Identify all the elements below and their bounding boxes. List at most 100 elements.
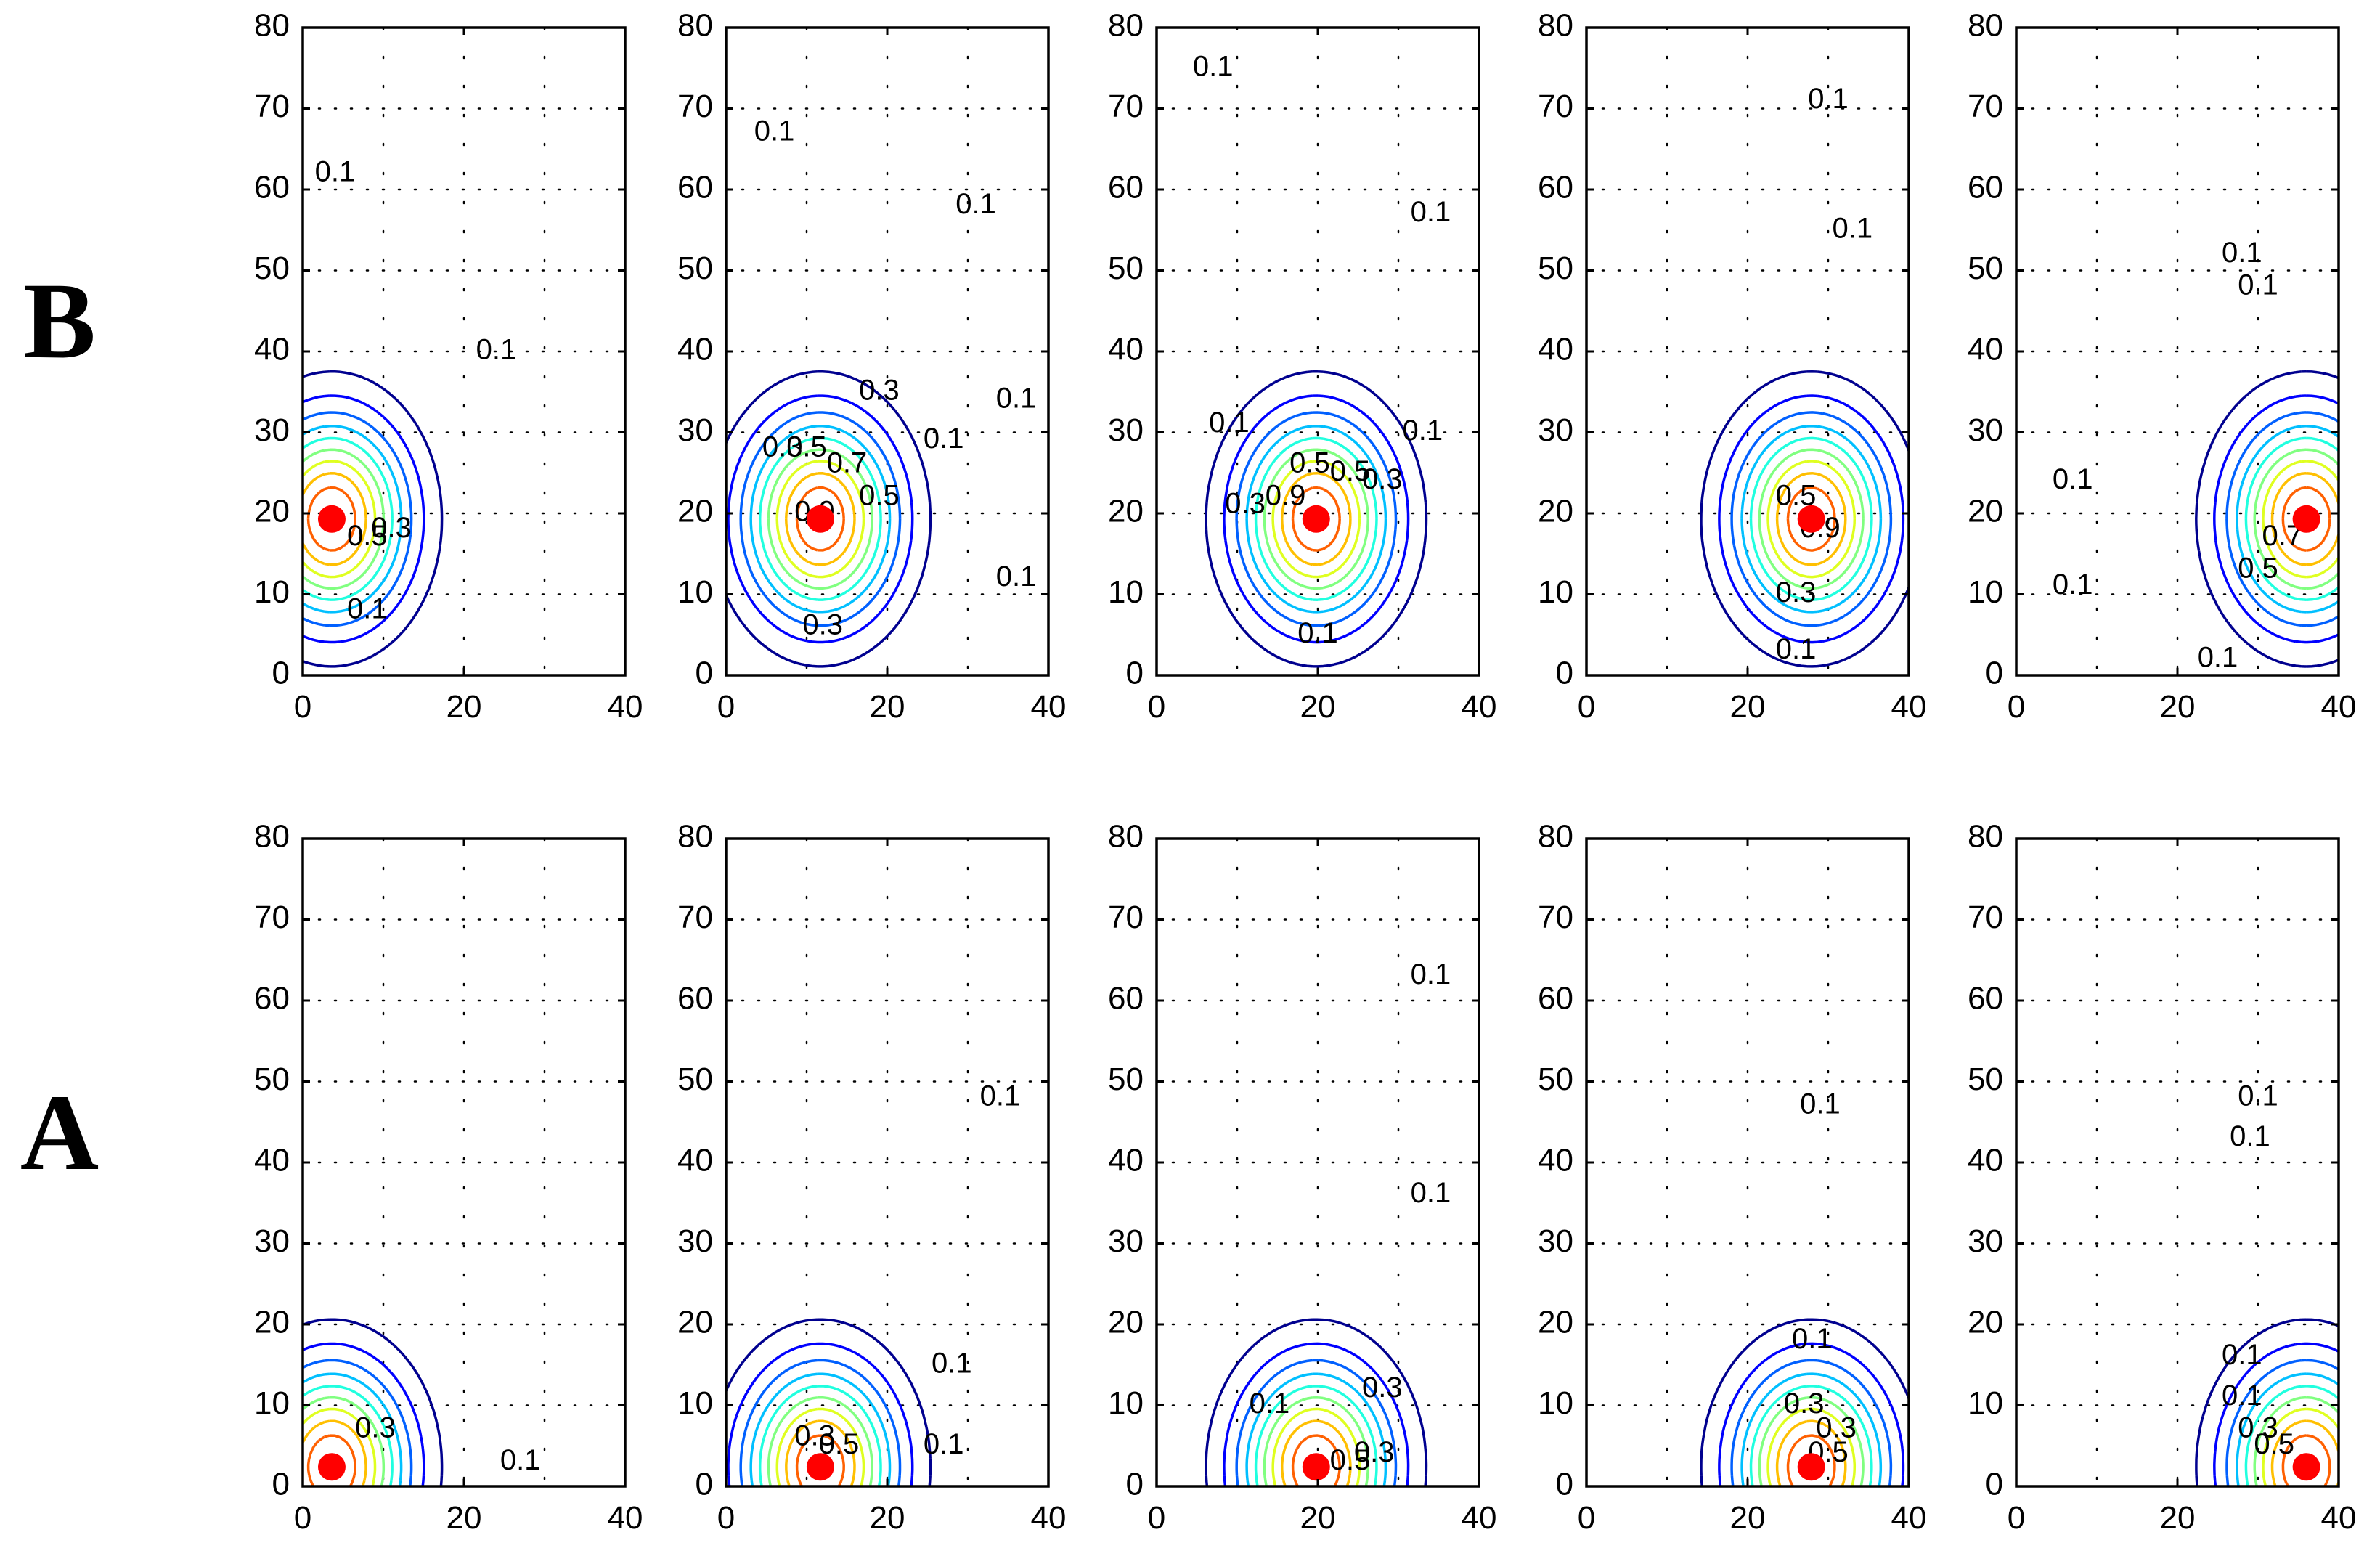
contour-label: 0.3: [2238, 1412, 2278, 1444]
x-tick-label: 40: [1891, 689, 1927, 725]
y-tick-label: 30: [1968, 1223, 2003, 1259]
contour-label: 0.3: [859, 374, 900, 406]
contour-line-0.5: [1254, 436, 1378, 601]
panel-grid: 0.1 0.1 0.5 0.3 0.1 0 10 20 30 40 50 60 70 80 0 20 40 0.1…: [254, 8, 2356, 1536]
contour-line-0.3: [1730, 411, 1893, 627]
y-tick-label: 60: [254, 170, 290, 205]
contour-line-0.5: [1254, 1385, 1378, 1487]
y-tick-label: 30: [677, 1223, 713, 1259]
contour-line-0.5: [302, 436, 394, 601]
contour-label: 0.1: [754, 115, 795, 147]
contour-line-0.5: [1749, 1385, 1873, 1487]
contour-label: 0.1: [1411, 958, 1451, 990]
x-tick-label: 20: [2160, 689, 2196, 725]
contour-label: 0.1: [2053, 463, 2093, 495]
y-tick-label: 20: [677, 1305, 713, 1340]
contour-label: 0.5: [2238, 553, 2278, 584]
panel-b-3: 0.10.10.1 0.10.30.3 0.90.5 0.50.10102030405…: [1108, 8, 1496, 725]
contour-label: 0.1: [476, 334, 517, 366]
y-tick-label: 70: [1538, 89, 1573, 124]
contour-line-0.7: [1766, 1407, 1857, 1487]
y-tick-label: 60: [1538, 981, 1573, 1017]
contour-line-0.6: [1758, 448, 1865, 590]
x-tick-label: 0: [294, 1500, 311, 1536]
contour-label: 0.1: [955, 188, 996, 220]
y-tick-label: 40: [1538, 332, 1573, 367]
y-tick-label: 30: [677, 412, 713, 448]
contour-label: 0.1: [1411, 1177, 1451, 1209]
contour-label: 0.3: [1776, 577, 1817, 608]
row-label-b: B: [23, 261, 96, 381]
contour-label: 0.1: [2198, 641, 2238, 673]
x-tick-label: 0: [1148, 689, 1165, 725]
y-tick-label: 70: [1108, 900, 1144, 935]
y-tick-label: 80: [254, 819, 290, 855]
source-marker: [2292, 505, 2320, 533]
contour-line-0.1: [1205, 370, 1428, 668]
contour-line-0.8: [1775, 471, 1847, 566]
x-tick-label: 0: [1578, 689, 1595, 725]
y-tick-label: 10: [254, 574, 290, 610]
x-tick-label: 20: [870, 689, 905, 725]
y-tick-label: 40: [677, 332, 713, 367]
y-tick-label: 30: [1968, 412, 2003, 448]
contour-line-0.2: [2213, 394, 2339, 644]
contour-line-0.3: [1235, 1359, 1398, 1487]
source-marker: [1797, 1453, 1825, 1481]
contour-label: 0.5: [859, 479, 900, 511]
contour-label: 0.1: [500, 1444, 541, 1476]
y-tick-label: 10: [677, 574, 713, 610]
contour-label: 0.3: [1784, 1388, 1825, 1419]
y-tick-label: 10: [1538, 574, 1573, 610]
y-tick-label: 80: [1538, 8, 1573, 44]
y-tick-label: 50: [677, 250, 713, 286]
y-tick-label: 60: [1968, 981, 2003, 1017]
contour-label: 0.5: [786, 431, 827, 463]
y-tick-label: 0: [696, 656, 713, 691]
y-tick-label: 80: [677, 819, 713, 855]
contour-label: 0.5: [1289, 447, 1330, 479]
contour-line-0.4: [1740, 1372, 1883, 1487]
y-tick-label: 70: [1968, 89, 2003, 124]
x-tick-label: 40: [608, 1500, 643, 1536]
contour-line-0.1: [725, 370, 932, 668]
contour-line-0.1: [725, 1318, 932, 1487]
y-tick-label: 30: [254, 1223, 290, 1259]
y-tick-label: 0: [1986, 1467, 2003, 1502]
contour-label: 0.3: [1354, 1436, 1395, 1468]
y-tick-label: 10: [1108, 1385, 1144, 1421]
y-tick-label: 10: [1108, 574, 1144, 610]
y-tick-label: 30: [1538, 412, 1573, 448]
contour-line-0.3: [1730, 1359, 1893, 1487]
x-tick-label: 0: [294, 689, 311, 725]
contour-line-0.5: [1749, 436, 1873, 601]
contour-line-0.8: [301, 472, 367, 566]
contour-label: 0.3: [1362, 1372, 1403, 1404]
y-tick-label: 70: [254, 89, 290, 124]
contour-line-0.6: [1758, 1396, 1865, 1487]
y-tick-label: 20: [1968, 1305, 2003, 1340]
source-marker: [317, 1453, 346, 1481]
y-tick-label: 20: [677, 494, 713, 529]
contour-label: 0.1: [1792, 1323, 1833, 1355]
contour-label: 0.1: [1250, 1388, 1290, 1419]
y-tick-label: 40: [254, 1143, 290, 1178]
y-tick-label: 50: [254, 250, 290, 286]
contour-label: 0.1: [996, 561, 1037, 592]
y-tick-label: 70: [677, 89, 713, 124]
contour-line-0.9: [795, 486, 845, 552]
contour-line-0.2: [727, 1342, 914, 1487]
x-tick-label: 40: [1462, 689, 1497, 725]
contour-label: 0.1: [2230, 1120, 2270, 1152]
contour-line-0.9: [2281, 1434, 2331, 1487]
contour-line-0.3: [739, 411, 902, 627]
contour-line-0.7: [775, 460, 865, 579]
contour-label: 0.7: [827, 447, 868, 479]
contour-label: 0.1: [924, 1428, 964, 1460]
source-marker: [806, 1453, 834, 1481]
contour-line-0.6: [767, 448, 874, 590]
y-tick-label: 50: [254, 1062, 290, 1097]
contour-label: 0.1: [1411, 196, 1451, 228]
